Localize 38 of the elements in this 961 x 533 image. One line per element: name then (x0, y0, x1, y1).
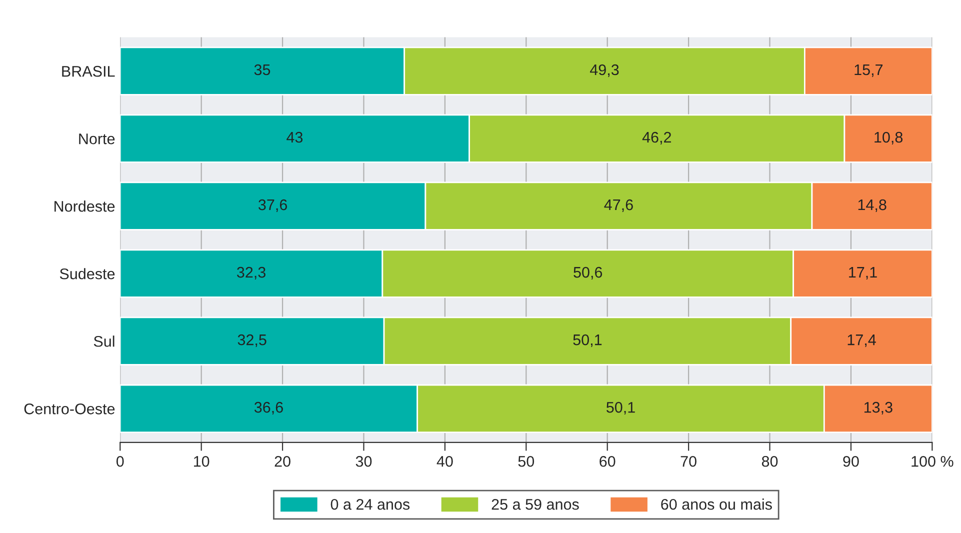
x-tick-label: 0 (116, 456, 124, 467)
y-tick-label: Nordeste (54, 200, 115, 212)
x-tick-label: 40 (436, 456, 453, 467)
data-label: 50,6 (574, 266, 602, 280)
legend-label: 60 anos ou mais (661, 498, 772, 510)
data-label: 32,5 (238, 334, 266, 348)
x-tick-label: 90 (843, 456, 859, 467)
data-label: 15,7 (854, 64, 883, 77)
data-label: 37,6 (258, 199, 287, 212)
y-tick-label: Sudeste (60, 268, 115, 280)
x-tick-label: 20 (274, 456, 290, 467)
x-tick-label: 80 (762, 456, 778, 467)
data-label: 17,4 (848, 334, 876, 348)
y-tick-label: Sul (94, 336, 114, 347)
data-label: 36,6 (254, 402, 283, 415)
x-tick-label: 70 (680, 456, 696, 467)
x-tick-label: 50 (518, 456, 534, 467)
data-label: 17,1 (849, 267, 877, 280)
y-tick-label: Centro-Oeste (24, 404, 115, 414)
data-label: 13,3 (864, 402, 892, 415)
x-tick-label: 100 % (912, 456, 954, 467)
y-tick-label: BRASIL (62, 66, 115, 77)
data-label: 46,2 (642, 132, 671, 144)
data-label: 32,3 (236, 266, 266, 280)
data-label: 43 (286, 132, 303, 143)
legend-label: 0 a 24 anos (330, 498, 410, 510)
data-label: 35 (254, 64, 270, 76)
data-label: 47,6 (604, 199, 633, 212)
data-label: 10,8 (874, 132, 903, 144)
legend-label: 25 a 59 anos (492, 498, 579, 510)
data-label: 50,1 (606, 402, 635, 415)
y-tick-label: Norte (79, 134, 115, 144)
x-tick-label: 10 (194, 456, 210, 467)
data-label: 50,1 (573, 334, 602, 348)
data-label: 14,8 (858, 199, 886, 212)
x-tick-label: 30 (356, 456, 372, 467)
data-label: 49,3 (590, 64, 619, 77)
x-tick-label: 60 (600, 456, 616, 467)
